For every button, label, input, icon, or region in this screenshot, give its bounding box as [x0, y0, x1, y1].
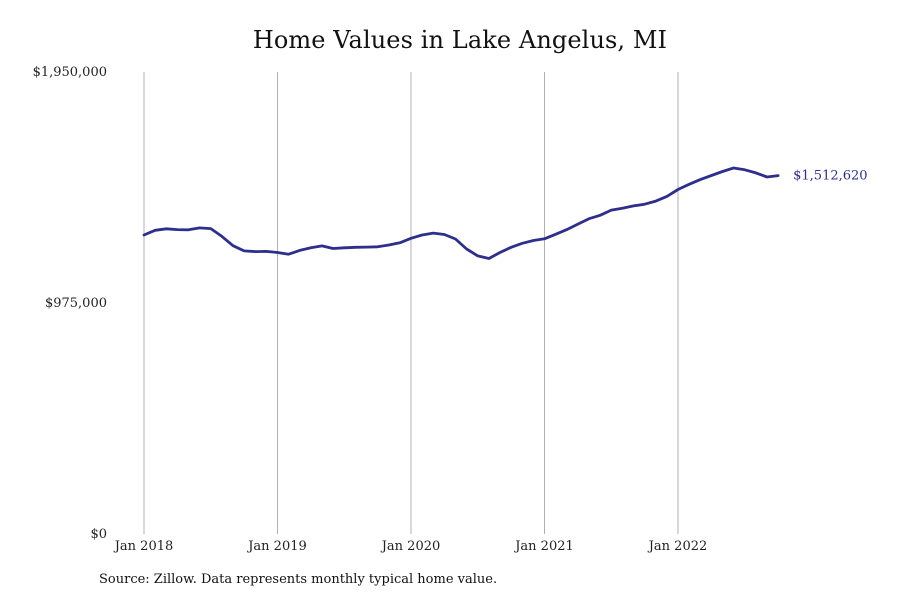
x-tick-label: Jan 2018 [113, 539, 174, 554]
x-tick-label: Jan 2020 [380, 539, 441, 554]
y-tick-label: $975,000 [45, 296, 107, 311]
chart-title: Home Values in Lake Angelus, MI [252, 26, 668, 54]
source-note: Source: Zillow. Data represents monthly … [99, 572, 498, 587]
x-tick-label: Jan 2022 [647, 539, 708, 554]
end-value-label: $1,512,620 [793, 169, 867, 184]
series-line [142, 166, 780, 260]
y-tick-label: $1,950,000 [33, 65, 107, 80]
y-tick-label: $0 [90, 527, 107, 542]
x-tick-label: Jan 2021 [513, 539, 574, 554]
x-tick-label: Jan 2019 [246, 539, 307, 554]
